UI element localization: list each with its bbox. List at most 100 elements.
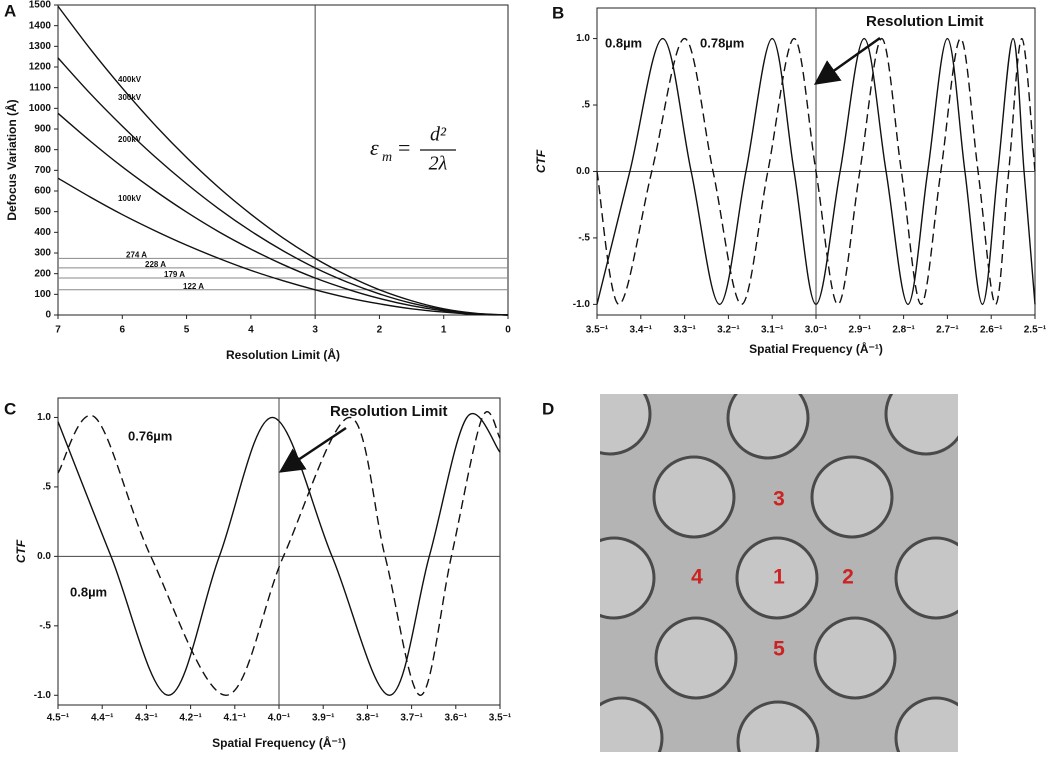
x-tick-label: 5 bbox=[184, 325, 190, 336]
y-tick-label: 0.0 bbox=[576, 166, 590, 177]
hole bbox=[652, 455, 736, 539]
y-tick-label: 1100 bbox=[29, 82, 51, 93]
y-tick-label: 1.0 bbox=[576, 33, 590, 44]
series-line bbox=[596, 37, 1036, 306]
hole-label: 1 bbox=[773, 566, 785, 589]
chart: -1.0 -.5 0.0 .5 1.0 4.5⁻¹ 4.4⁻¹ 4.3⁻¹ 4.2⁻¹ 4.1⁻¹… bbox=[4, 397, 512, 750]
series-label: 200kV bbox=[118, 135, 142, 144]
x-tick-label: 3 bbox=[312, 325, 318, 336]
hole bbox=[736, 700, 820, 752]
hole bbox=[600, 394, 652, 456]
series-line bbox=[57, 5, 509, 316]
annotation-arrow bbox=[813, 36, 881, 85]
x-tick-label: 4.1⁻¹ bbox=[224, 713, 247, 724]
y-tick-label: -1.0 bbox=[34, 690, 52, 701]
panel-letter: A bbox=[4, 1, 16, 20]
y-axis-label: CTF bbox=[534, 149, 548, 173]
x-tick-label: 3.3⁻¹ bbox=[673, 325, 696, 336]
equation-subscript: m bbox=[382, 150, 392, 165]
equation-denominator: 2λ bbox=[429, 153, 448, 175]
x-tick-label: 1 bbox=[441, 325, 447, 336]
y-tick-label: .5 bbox=[582, 100, 591, 111]
x-tick-label: 4 bbox=[248, 325, 254, 336]
x-axis-label: Spatial Frequency (Å⁻¹) bbox=[749, 341, 883, 356]
hole bbox=[735, 536, 819, 620]
equation-lhs: ε bbox=[370, 135, 379, 160]
hole bbox=[894, 696, 958, 752]
y-tick-label: 1300 bbox=[29, 41, 52, 52]
series-line bbox=[57, 57, 509, 316]
hole-label: 4 bbox=[691, 566, 703, 589]
x-tick-label: 3.8⁻¹ bbox=[356, 713, 379, 724]
x-tick-label: 3.9⁻¹ bbox=[312, 713, 335, 724]
equation-equals: = bbox=[398, 135, 410, 160]
y-tick-label: 100 bbox=[34, 289, 51, 300]
x-tick-label: 2 bbox=[377, 325, 383, 336]
x-tick-label: 4.4⁻¹ bbox=[91, 713, 114, 724]
series-label: 100kV bbox=[118, 194, 142, 203]
hole bbox=[726, 394, 810, 460]
x-tick-label: 4.0⁻¹ bbox=[268, 713, 291, 724]
y-tick-label: -.5 bbox=[39, 620, 51, 631]
hole bbox=[600, 696, 664, 752]
reference-label: 274 A bbox=[126, 250, 147, 259]
series-line bbox=[57, 112, 509, 316]
y-tick-label: 1200 bbox=[29, 62, 52, 73]
y-tick-label: 800 bbox=[34, 144, 51, 155]
x-axis-label: Spatial Frequency (Å⁻¹) bbox=[212, 735, 346, 750]
panel-letter: B bbox=[552, 3, 564, 22]
y-tick-label: 300 bbox=[34, 248, 51, 259]
x-tick-label: 3.7⁻¹ bbox=[400, 713, 423, 724]
equation-numerator: d² bbox=[430, 124, 447, 146]
x-tick-label: 2.8⁻¹ bbox=[892, 325, 915, 336]
x-axis-label: Resolution Limit (Å) bbox=[226, 347, 340, 362]
hole-label: 2 bbox=[842, 566, 854, 589]
y-tick-label: 900 bbox=[34, 124, 51, 135]
hole bbox=[813, 616, 897, 700]
y-tick-label: 1500 bbox=[29, 0, 52, 11]
y-tick-label: -.5 bbox=[578, 233, 590, 244]
series-label: 0.78µm bbox=[700, 35, 744, 50]
series-label: 0.76µm bbox=[128, 428, 172, 443]
y-tick-label: 200 bbox=[34, 268, 51, 279]
series-label: 400kV bbox=[118, 75, 142, 84]
reference-label: 179 A bbox=[164, 270, 185, 279]
chart: 0100200300400500600700800900100011001200… bbox=[4, 0, 511, 362]
annotation-arrow bbox=[278, 426, 347, 473]
holes bbox=[600, 394, 958, 752]
reference-label: 228 A bbox=[145, 260, 166, 269]
y-tick-label: 1.0 bbox=[37, 412, 51, 423]
x-tick-label: 3.0⁻¹ bbox=[805, 325, 828, 336]
x-tick-label: 4.2⁻¹ bbox=[179, 713, 202, 724]
x-tick-label: 3.5⁻¹ bbox=[586, 325, 609, 336]
series-label: 0.8µm bbox=[70, 584, 107, 599]
plot-frame bbox=[57, 4, 509, 316]
hole bbox=[654, 616, 738, 700]
y-tick-label: 1000 bbox=[29, 103, 52, 114]
hole bbox=[600, 536, 656, 620]
x-tick-label: 2.7⁻¹ bbox=[936, 325, 959, 336]
y-tick-label: 700 bbox=[34, 165, 51, 176]
y-tick-label: 0.0 bbox=[37, 551, 51, 562]
panel-letter: D bbox=[542, 399, 554, 418]
x-tick-label: 7 bbox=[55, 325, 61, 336]
y-tick-label: 600 bbox=[34, 186, 51, 197]
series-line bbox=[57, 411, 501, 696]
x-tick-label: 3.1⁻¹ bbox=[761, 325, 784, 336]
micrograph: 3 4 1 2 5 D bbox=[542, 394, 958, 752]
series-line bbox=[57, 177, 509, 316]
y-tick-label: 400 bbox=[34, 227, 51, 238]
x-tick-label: 3.5⁻¹ bbox=[489, 713, 512, 724]
reference-label: 122 A bbox=[183, 282, 204, 291]
series-label: 0.8µm bbox=[605, 35, 642, 50]
panel-letter: C bbox=[4, 399, 16, 418]
y-tick-label: 500 bbox=[34, 206, 51, 217]
series-line bbox=[596, 37, 1036, 306]
x-tick-label: 4.3⁻¹ bbox=[135, 713, 158, 724]
annotation: Resolution Limit bbox=[866, 13, 984, 30]
x-tick-label: 0 bbox=[505, 325, 511, 336]
x-tick-label: 2.6⁻¹ bbox=[980, 325, 1003, 336]
y-tick-label: -1.0 bbox=[573, 299, 591, 310]
hole bbox=[894, 536, 958, 620]
